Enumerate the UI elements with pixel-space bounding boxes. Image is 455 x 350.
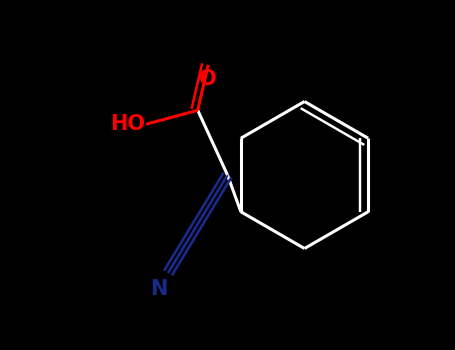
Text: N: N [151, 279, 168, 299]
Text: O: O [199, 69, 217, 89]
Text: HO: HO [110, 114, 145, 134]
